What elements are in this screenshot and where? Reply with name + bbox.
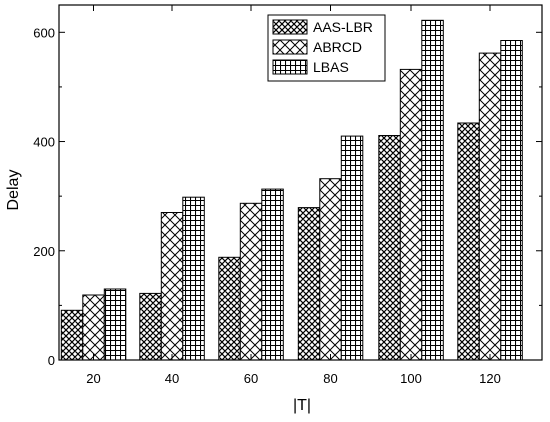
plot-frame: [58, 4, 543, 361]
x-tick-label: 80: [323, 371, 337, 386]
x-tick-label: 120: [479, 371, 501, 386]
y-tick-label: 400: [33, 135, 55, 150]
bars-group: [60, 19, 523, 361]
bar-lbas-100: [421, 19, 444, 361]
y-tick-label: 0: [48, 353, 55, 368]
legend-swatch-abrcd: [272, 39, 308, 55]
bar-aas-lbr-120: [457, 122, 480, 361]
axes-group: 0 200 400 600 20 40 60 80 100 120: [33, 4, 543, 386]
x-tick-label: 20: [86, 371, 100, 386]
y-tick-label: 200: [33, 244, 55, 259]
x-tick-label: 40: [165, 371, 179, 386]
legend-swatch-lbas: [272, 59, 308, 75]
bar-abrcd-100: [399, 68, 423, 361]
legend-swatch-aas-lbr: [272, 19, 308, 35]
legend-label-aas-lbr: AAS-LBR: [313, 19, 373, 35]
bar-aas-lbr-60: [218, 256, 241, 361]
bar-abrcd-120: [478, 52, 502, 361]
bar-aas-lbr-100: [378, 135, 401, 361]
bar-lbas-80: [340, 135, 364, 361]
x-axis-label: |T|: [293, 397, 311, 414]
bar-abrcd-60: [239, 202, 263, 361]
bar-aas-lbr-20: [60, 309, 84, 361]
bar-lbas-120: [500, 40, 523, 361]
x-tick-label: 100: [400, 371, 422, 386]
bar-lbas-20: [103, 288, 127, 361]
bar-lbas-40: [182, 196, 205, 361]
bar-aas-lbr-80: [297, 207, 321, 361]
x-tick-label: 60: [244, 371, 258, 386]
legend-label-abrcd: ABRCD: [313, 39, 362, 55]
bar-abrcd-80: [319, 178, 342, 361]
bar-abrcd-40: [160, 212, 184, 361]
bar-aas-lbr-40: [139, 292, 162, 361]
y-axis-label: Delay: [5, 170, 22, 211]
legend: AAS-LBR ABRCD LBAS: [267, 14, 386, 82]
bar-abrcd-20: [82, 294, 105, 361]
y-tick-label: 600: [33, 25, 55, 40]
legend-label-lbas: LBAS: [313, 59, 349, 75]
bar-lbas-60: [261, 188, 284, 361]
